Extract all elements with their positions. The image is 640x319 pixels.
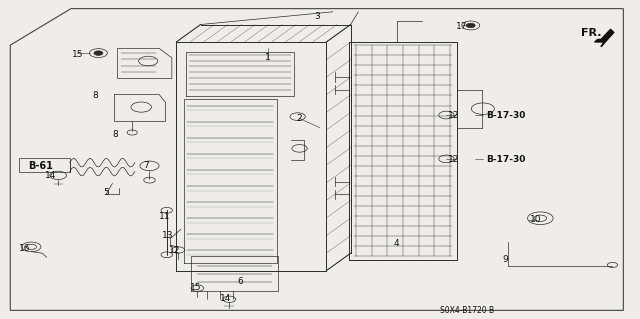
Text: 2: 2 — [296, 114, 301, 123]
Text: 13: 13 — [163, 231, 174, 240]
Polygon shape — [595, 29, 614, 47]
Text: B-17-30: B-17-30 — [486, 155, 525, 164]
Text: 4: 4 — [394, 239, 399, 248]
Circle shape — [94, 51, 103, 55]
Text: 8: 8 — [113, 130, 118, 138]
Text: 3: 3 — [314, 12, 320, 21]
Circle shape — [467, 23, 475, 28]
Text: B-17-30: B-17-30 — [486, 111, 525, 120]
Text: B-61: B-61 — [29, 161, 53, 171]
Text: 12: 12 — [448, 155, 459, 164]
Text: 11: 11 — [159, 212, 171, 221]
Text: 15: 15 — [189, 283, 201, 292]
Text: 1: 1 — [265, 53, 271, 62]
Text: 17: 17 — [456, 22, 468, 31]
Text: 12: 12 — [448, 111, 459, 120]
Text: FR.: FR. — [580, 28, 601, 38]
Text: 12: 12 — [170, 246, 180, 255]
Text: 14: 14 — [45, 171, 56, 180]
Text: 15: 15 — [72, 50, 83, 59]
Text: 8: 8 — [92, 92, 98, 100]
Text: 6: 6 — [237, 277, 243, 286]
Text: 14: 14 — [220, 294, 231, 303]
Text: 16: 16 — [19, 244, 31, 253]
Text: 7: 7 — [143, 161, 149, 170]
Text: S0X4-B1720 B: S0X4-B1720 B — [440, 306, 494, 315]
Text: 5: 5 — [103, 188, 109, 197]
Text: 9: 9 — [502, 255, 508, 264]
Text: 10: 10 — [529, 215, 541, 224]
